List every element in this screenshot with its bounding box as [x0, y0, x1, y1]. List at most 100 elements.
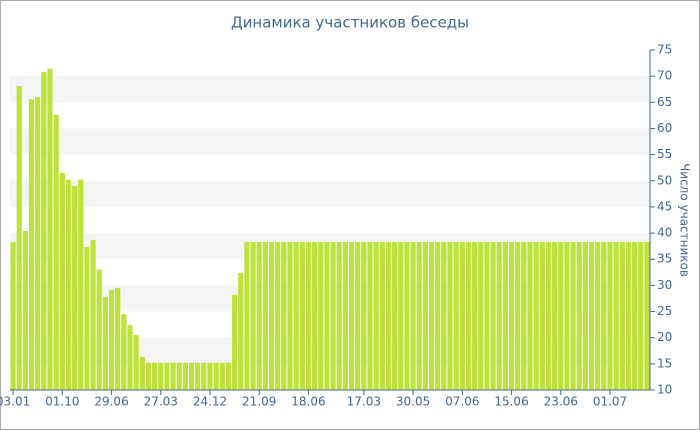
bar [527, 241, 533, 390]
bar [176, 362, 182, 390]
bar [127, 325, 133, 390]
bar [299, 241, 305, 390]
bar [472, 241, 478, 390]
bar [545, 241, 552, 390]
bar [582, 241, 588, 390]
bar [539, 241, 545, 390]
x-tick-label: 01.07 [593, 395, 627, 409]
x-tick-label: 03.01 [0, 395, 30, 409]
bar [453, 241, 459, 390]
bar [10, 241, 16, 390]
bar [373, 241, 379, 390]
y-tick-label: 30 [657, 278, 672, 292]
bar [219, 362, 225, 390]
bar [170, 362, 176, 390]
bar [533, 241, 539, 390]
bar [182, 362, 188, 390]
bar [35, 97, 41, 391]
bar [496, 241, 502, 390]
x-tick-label: 27.03 [144, 395, 178, 409]
grid-band [10, 76, 650, 103]
x-tick-label: 30.05 [396, 395, 430, 409]
x-tick-label: 07.06 [445, 395, 479, 409]
y-tick-label: 15 [657, 356, 672, 370]
bar [588, 241, 595, 390]
bar [336, 241, 342, 390]
y-tick-label: 70 [657, 69, 672, 83]
chart-title: Динамика участников беседы [231, 14, 469, 32]
bar [638, 241, 644, 390]
grid-band [10, 180, 650, 207]
bar [392, 241, 398, 390]
bar [465, 241, 472, 390]
bar [188, 362, 195, 390]
bar [521, 241, 527, 390]
bar [256, 241, 262, 390]
bar [65, 179, 72, 390]
bar [330, 241, 336, 390]
bar [78, 179, 84, 390]
y-tick-label: 25 [657, 304, 672, 318]
bar [250, 241, 256, 390]
bar [379, 241, 385, 390]
bar [158, 362, 164, 390]
bar [195, 362, 201, 390]
bar [53, 114, 59, 390]
x-tick-label: 18.06 [291, 395, 325, 409]
bar [238, 272, 244, 390]
bar [490, 241, 496, 390]
bar [422, 241, 428, 390]
bar [47, 68, 53, 390]
bar [16, 86, 22, 390]
bar [502, 241, 508, 390]
bar [348, 241, 355, 390]
y-tick-label: 40 [657, 226, 672, 240]
bar [232, 294, 238, 390]
bar [613, 241, 619, 390]
bar [447, 241, 453, 390]
bar [416, 241, 422, 390]
bar [121, 314, 127, 390]
bar [355, 241, 361, 390]
grid-band [10, 128, 650, 155]
bar [459, 241, 465, 390]
x-tick-label: 24.12 [193, 395, 227, 409]
bar [625, 241, 632, 390]
bar [133, 335, 139, 390]
bar [367, 241, 373, 390]
bar [361, 241, 367, 390]
bar [404, 241, 410, 390]
bar [115, 288, 121, 390]
bar [607, 241, 613, 390]
y-tick-label: 55 [657, 147, 672, 161]
bar [201, 362, 207, 390]
y-tick-label: 10 [657, 383, 672, 397]
bar [619, 241, 625, 390]
bar [595, 241, 601, 390]
x-tick-label: 21.09 [242, 395, 276, 409]
bar [287, 241, 293, 390]
bar [318, 241, 324, 390]
bar [410, 241, 416, 390]
y-tick-label: 50 [657, 173, 672, 187]
bar [428, 241, 435, 390]
bar [515, 241, 521, 390]
bar [96, 269, 102, 390]
bar [164, 362, 170, 390]
bar [552, 241, 558, 390]
bar [90, 239, 96, 390]
bar [84, 247, 90, 390]
bar [281, 241, 287, 390]
y-tick-label: 65 [657, 95, 672, 109]
x-tick-label: 17.03 [347, 395, 381, 409]
bar [139, 357, 145, 390]
bar [312, 241, 318, 390]
bar [441, 241, 447, 390]
bar [478, 241, 484, 390]
bar [508, 241, 515, 390]
y-tick-label: 20 [657, 330, 672, 344]
bar [435, 241, 441, 390]
bar [484, 241, 490, 390]
bar [632, 241, 638, 390]
bar [145, 362, 152, 390]
